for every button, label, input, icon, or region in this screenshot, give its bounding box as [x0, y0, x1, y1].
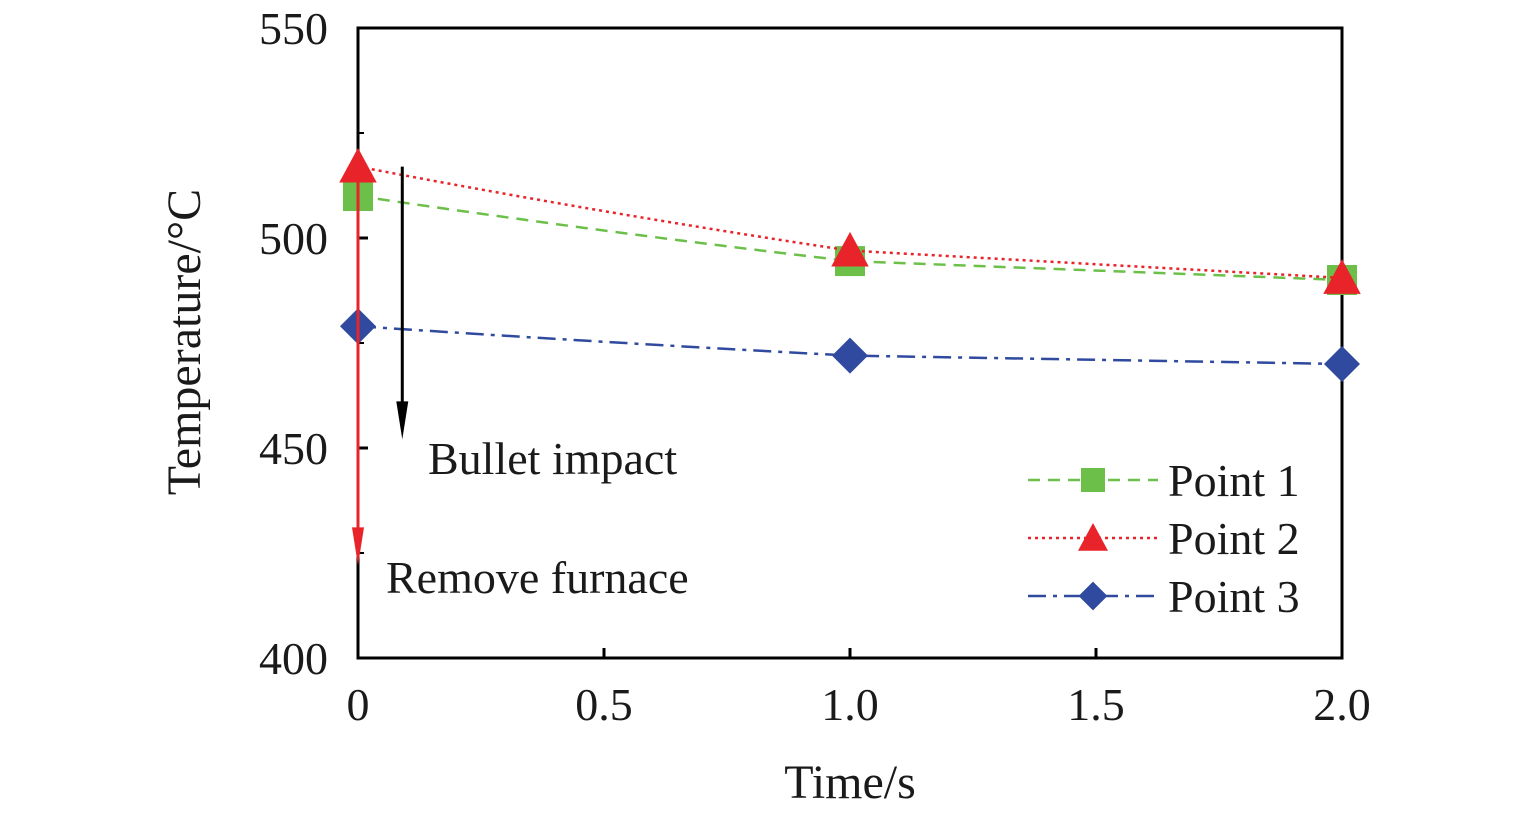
x-axis: 0 0.5 1.0 1.5 2.0	[347, 648, 1371, 730]
y-tick-label: 500	[259, 213, 328, 264]
series-2	[339, 147, 1361, 294]
x-axis-title: Time/s	[784, 756, 916, 809]
legend-item-2: Point 2	[1028, 513, 1300, 564]
data-point	[339, 147, 377, 183]
x-tick-label: 1.5	[1067, 679, 1125, 730]
legend-label: Point 3	[1168, 571, 1300, 622]
series-line	[357, 194, 1343, 282]
legend-item-3: Point 3	[1028, 571, 1300, 622]
data-point	[1324, 346, 1360, 382]
bullet-impact-arrowhead	[396, 401, 409, 440]
data-point	[832, 337, 868, 374]
legend-label: Point 2	[1168, 513, 1300, 564]
x-tick-label: 2.0	[1313, 679, 1371, 730]
series-line	[357, 324, 1343, 366]
series-3	[340, 308, 1360, 382]
y-axis-title: Temperature/°C	[158, 189, 211, 495]
legend: Point 1 Point 2 Point 3	[1028, 455, 1300, 622]
y-tick-label: 400	[259, 633, 328, 684]
data-point	[1323, 259, 1361, 294]
y-tick-label: 550	[259, 3, 328, 54]
annotations: Bullet impact Remove furnace	[352, 166, 689, 603]
bullet-impact-label: Bullet impact	[428, 433, 677, 484]
legend-marker	[1078, 581, 1108, 611]
y-tick-label: 450	[259, 423, 328, 474]
x-tick-label: 0	[347, 679, 370, 730]
x-tick-label: 0.5	[575, 679, 633, 730]
legend-marker	[1081, 468, 1105, 492]
y-axis: 400 450 500 550	[259, 3, 368, 684]
data-point	[831, 231, 869, 267]
remove-furnace-label: Remove furnace	[386, 552, 689, 603]
remove-furnace-arrowhead	[352, 527, 364, 566]
legend-marker	[1078, 523, 1108, 551]
x-tick-label: 1.0	[821, 679, 879, 730]
series-layer	[339, 147, 1361, 382]
legend-label: Point 1	[1168, 455, 1300, 506]
legend-item-1: Point 1	[1028, 455, 1300, 506]
